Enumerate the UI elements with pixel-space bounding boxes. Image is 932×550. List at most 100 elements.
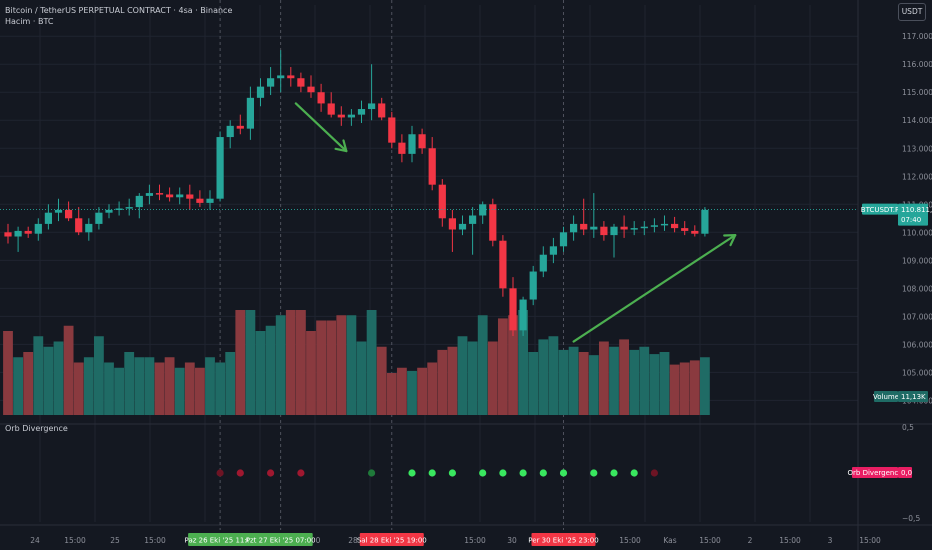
- candle-body[interactable]: [357, 109, 366, 115]
- candle-body[interactable]: [226, 125, 234, 138]
- candle-body[interactable]: [650, 225, 658, 227]
- candle-body[interactable]: [418, 134, 426, 149]
- volume-bar: [326, 320, 337, 415]
- candle-body[interactable]: [196, 198, 204, 203]
- candle-body[interactable]: [479, 204, 487, 216]
- candle-body[interactable]: [287, 75, 295, 79]
- indicator-tick-label: −0,5: [902, 514, 920, 523]
- volume-bar: [407, 370, 417, 415]
- candle-body[interactable]: [337, 114, 345, 118]
- candle-body[interactable]: [519, 299, 527, 331]
- candle-body[interactable]: [256, 86, 265, 98]
- date-tag[interactable]: [188, 533, 253, 546]
- indicator-title: Orb Divergence: [5, 424, 68, 433]
- candle-body[interactable]: [671, 223, 679, 229]
- candle-body[interactable]: [44, 212, 52, 224]
- candle-body[interactable]: [125, 207, 133, 209]
- volume-bar: [296, 310, 306, 415]
- annotation-arrowhead: [729, 234, 737, 247]
- candle-body[interactable]: [570, 223, 578, 233]
- candle-body[interactable]: [529, 271, 537, 300]
- candle-body[interactable]: [307, 86, 315, 93]
- candle-body[interactable]: [438, 184, 446, 219]
- volume-bar: [316, 320, 326, 415]
- candle-body[interactable]: [246, 97, 254, 129]
- candle-body[interactable]: [559, 232, 568, 247]
- candle-body[interactable]: [428, 148, 436, 185]
- candle-body[interactable]: [620, 226, 628, 230]
- volume-bar: [3, 331, 13, 415]
- candle-body[interactable]: [277, 75, 285, 79]
- candle-body[interactable]: [186, 194, 194, 199]
- date-tag[interactable]: [248, 533, 313, 546]
- candle-body[interactable]: [206, 198, 214, 203]
- candle-body[interactable]: [297, 78, 305, 87]
- candle-body[interactable]: [499, 240, 507, 289]
- volume-bar: [43, 346, 54, 415]
- annotation-arrowhead: [334, 147, 348, 153]
- currency-button[interactable]: USDT: [898, 3, 926, 21]
- candle-body[interactable]: [65, 209, 73, 219]
- candle-body[interactable]: [34, 223, 42, 234]
- date-tag[interactable]: [531, 533, 596, 546]
- divergence-dot: [499, 469, 507, 477]
- candle-body[interactable]: [388, 117, 396, 143]
- volume-bar: [508, 315, 518, 415]
- candle-body[interactable]: [489, 204, 497, 241]
- candle-body[interactable]: [630, 228, 638, 230]
- volume-bar: [184, 362, 195, 415]
- candle-body[interactable]: [469, 215, 477, 224]
- candle-body[interactable]: [701, 209, 709, 234]
- y-tick-label: 117.000,0: [902, 32, 932, 41]
- candle-body[interactable]: [135, 195, 143, 208]
- candle-body[interactable]: [660, 223, 669, 226]
- candle-body[interactable]: [458, 223, 467, 230]
- candle-body[interactable]: [317, 92, 325, 104]
- candle-body[interactable]: [640, 226, 648, 229]
- candle-body[interactable]: [590, 226, 598, 230]
- candle-body[interactable]: [95, 212, 103, 224]
- candle-body[interactable]: [539, 254, 547, 272]
- candle-body[interactable]: [14, 230, 22, 237]
- candle-body[interactable]: [580, 223, 588, 230]
- divergence-dot: [539, 469, 547, 477]
- candle-body[interactable]: [115, 208, 123, 210]
- candle-body[interactable]: [24, 230, 32, 234]
- volume-bar: [154, 362, 165, 415]
- candle-body[interactable]: [691, 230, 699, 234]
- divergence-dot: [368, 469, 376, 477]
- candle-body[interactable]: [610, 226, 618, 236]
- candle-body[interactable]: [155, 193, 164, 195]
- candle-body[interactable]: [267, 78, 275, 87]
- candle-body[interactable]: [398, 142, 406, 154]
- candle-body[interactable]: [236, 125, 244, 129]
- candle-body[interactable]: [176, 194, 184, 198]
- volume-bar: [578, 352, 589, 415]
- candle-body[interactable]: [54, 209, 63, 213]
- y-tick-label: 115.000,0: [902, 88, 932, 97]
- candle-body[interactable]: [105, 209, 113, 213]
- x-tick-label: 24: [30, 536, 40, 545]
- candle-body[interactable]: [681, 228, 689, 231]
- candle-body[interactable]: [509, 288, 517, 331]
- candle-body[interactable]: [4, 232, 12, 237]
- candle-body[interactable]: [145, 193, 153, 196]
- candle-body[interactable]: [75, 218, 83, 233]
- candle-body[interactable]: [347, 114, 355, 118]
- candle-body[interactable]: [549, 246, 557, 255]
- candle-body[interactable]: [408, 134, 416, 154]
- volume-bar: [558, 349, 569, 415]
- date-tag[interactable]: [359, 533, 424, 546]
- candle-body[interactable]: [378, 103, 386, 118]
- candle-body[interactable]: [327, 103, 335, 115]
- volume-bar: [649, 354, 660, 415]
- candle-body[interactable]: [85, 223, 93, 233]
- candle-body[interactable]: [166, 194, 174, 198]
- volume-title: Hacim · BTC: [5, 17, 54, 26]
- volume-bar: [53, 341, 64, 415]
- candle-body[interactable]: [368, 103, 376, 110]
- candle-body[interactable]: [216, 137, 224, 199]
- candle-body[interactable]: [600, 226, 608, 236]
- candle-body[interactable]: [448, 218, 456, 230]
